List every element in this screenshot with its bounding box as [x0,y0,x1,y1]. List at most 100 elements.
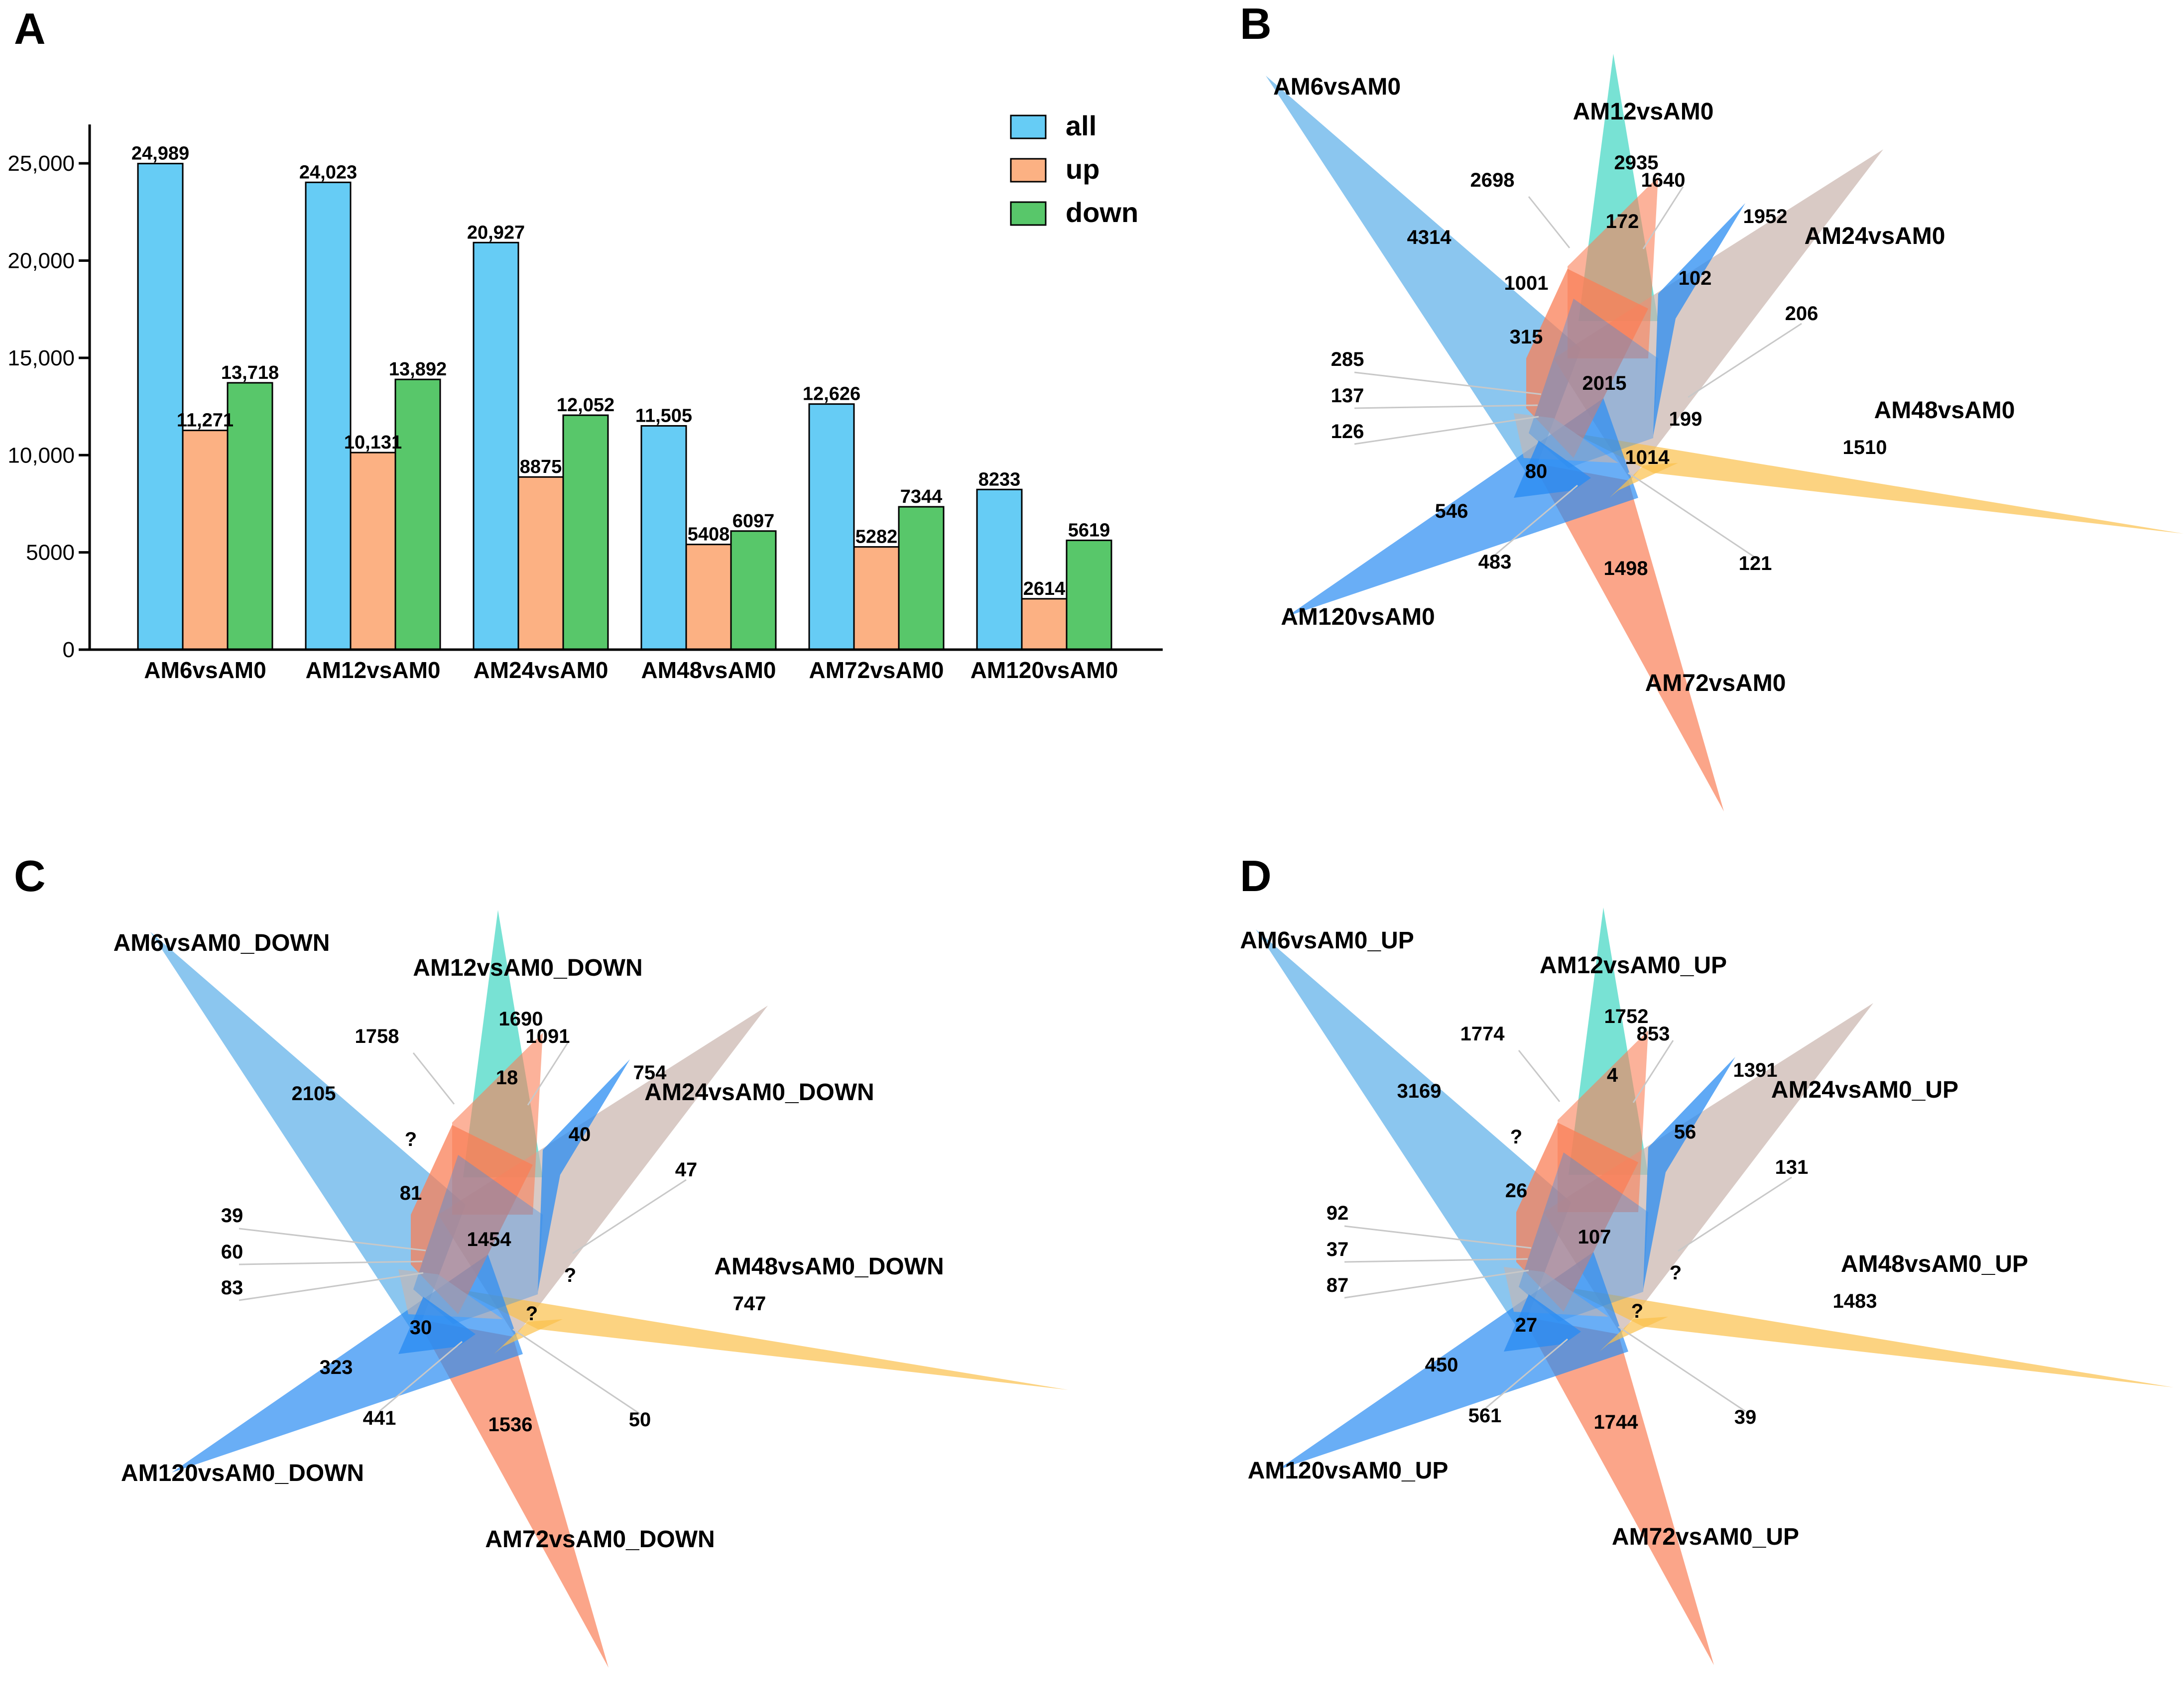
venn-leader-line [239,1272,424,1301]
venn-region-count: 1091 [526,1025,570,1047]
venn-set-petal [458,1289,1068,1390]
venn-leader-line [512,1328,640,1415]
venn-region-count: 4 [1607,1064,1618,1086]
venn-diagram-b: AM6vsAM0 AM12vsAM0 AM24vsAM0 AM48vsAM0 AM72v… [1266,54,2184,811]
bar-chart: 0 5000 10,000 15,000 20,000 25,000 24,989 11,2… [7,110,1163,683]
venn-region-count: 2935 [1614,152,1659,174]
venn-region-count: 80 [1525,460,1548,482]
venn-region-count: 137 [1331,385,1364,407]
venn-overlap-region [411,1125,533,1314]
y-tick-label: 15,000 [7,346,75,370]
legend: all up down [1010,110,1138,228]
category-label: AM6vsAM0 [144,657,266,683]
venn-region-count: 50 [629,1409,651,1431]
bar-value-label: 5619 [1068,520,1110,541]
venn-diagram-d: AM6vsAM0_UP AM12vsAM0_UP AM24vsAM0_UP AM48v… [1240,907,2174,1665]
venn-set-label: AM12vsAM0_DOWN [413,955,642,981]
venn-region-count: 4314 [1407,227,1452,248]
venn-region-count: 1690 [499,1008,543,1030]
venn-region-count: 285 [1331,348,1364,370]
bar-value-label: 5282 [855,527,898,548]
venn-set-petal [417,1319,608,1668]
venn-region-count: ? [1670,1262,1682,1284]
venn-leader-line [1354,416,1539,445]
venn-leader-line [379,1341,463,1412]
venn-region-count: 39 [221,1205,243,1227]
venn-overlap-region [538,1059,630,1292]
venn-overlap-region [398,1297,476,1354]
venn-region-count: 1001 [1504,272,1549,294]
panel-label-b: B [1240,0,1272,48]
venn-region-count: 1752 [1604,1006,1649,1027]
y-tick-label: 25,000 [7,151,75,176]
bar-value-label: 20,927 [467,222,525,243]
venn-region-count: 483 [1478,551,1512,573]
venn-region-count: 1014 [1625,447,1670,468]
venn-region-count: 323 [320,1357,353,1378]
venn-region-count: ? [1631,1300,1643,1322]
bar-value-label: 6097 [732,511,775,532]
bar-up [853,546,900,651]
bar-up [1021,598,1068,651]
venn-overlap-region [1529,299,1658,468]
panel-label-c: C [14,851,46,901]
venn-leader-line [412,1052,455,1105]
venn-region-count: 853 [1637,1023,1670,1045]
venn-set-petal [1523,1317,1714,1665]
venn-leader-line [1688,323,1802,398]
venn-region-count: 56 [1674,1121,1697,1143]
venn-set-label: AM6vsAM0 [1273,74,1401,100]
venn-region-count: 1498 [1604,558,1648,579]
venn-region-count: 1774 [1460,1023,1505,1045]
venn-set-label: AM12vsAM0 [1573,99,1714,125]
venn-set-petal [1256,929,1571,1334]
y-axis-ticks: 0 5000 10,000 15,000 20,000 25,000 [7,151,90,662]
venn-leader-line [1528,196,1571,248]
venn-region-count: 131 [1775,1156,1809,1178]
venn-region-count: ? [526,1303,538,1325]
venn-diagram-c: AM6vsAM0_DOWN AM12vsAM0_DOWN AM24vsAM0_DOW… [114,910,1068,1668]
bar-value-label: 13,892 [389,359,447,380]
bar-down [1066,539,1112,651]
venn-set-petal [1533,463,1724,811]
bar-labels: 24,989 11,271 13,718 24,023 10,131 13,892 20,9… [131,143,1110,599]
venn-region-count: 40 [569,1124,591,1145]
venn-set-label: AM72vsAM0_DOWN [485,1526,715,1553]
venn-region-count: 561 [1468,1405,1502,1427]
venn-region-count: 47 [675,1159,698,1181]
venn-set-label: AM120vsAM0 [1281,604,1435,630]
venn-leader-line [1344,1258,1528,1263]
venn-region-count: 2015 [1582,372,1627,394]
legend-swatch-all [1010,114,1047,139]
category-label: AM120vsAM0 [971,657,1118,683]
venn-region-count: ? [405,1129,417,1150]
venn-region-count: 92 [1327,1202,1349,1224]
bar-all [137,163,184,651]
venn-region-count: 1483 [1833,1290,1877,1312]
venn-region-count: 3169 [1397,1080,1442,1102]
y-tick-label: 10,000 [7,443,75,467]
bar-up [517,476,564,651]
bar-value-label: 12,052 [557,395,614,416]
venn-region-count: 37 [1327,1239,1349,1260]
bar-value-label: 24,023 [299,162,357,183]
venn-region-count: 27 [1515,1314,1538,1336]
bar-down [562,414,609,651]
venn-leader-line [1484,1338,1568,1410]
venn-overlap-region [1519,1152,1648,1322]
venn-set-label: AM6vsAM0_DOWN [114,930,330,956]
venn-set-petal [1554,149,1883,480]
venn-overlap-region [1609,463,1678,498]
venn-region-count: 199 [1669,408,1702,430]
venn-overlap-region [1643,1057,1735,1289]
venn-region-count: 546 [1435,500,1468,522]
venn-region-count: 2698 [1470,169,1515,191]
venn-leader-line [527,1042,569,1106]
venn-overlap-region [1526,269,1648,458]
bar-up [685,544,732,651]
venn-leader-line [1344,1225,1532,1249]
venn-overlap-region [1653,203,1745,436]
venn-region-count: 60 [221,1241,243,1263]
legend-label-up: up [1066,153,1099,185]
venn-set-petal [1564,1287,2174,1387]
